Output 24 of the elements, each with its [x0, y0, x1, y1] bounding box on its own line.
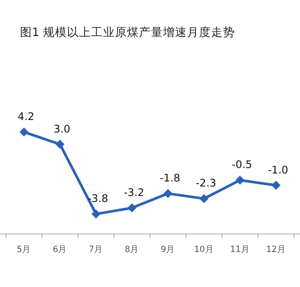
data-label: -1.8	[160, 172, 180, 184]
x-tick-label: 10月	[194, 245, 214, 255]
point	[92, 210, 100, 218]
data-label: 4.2	[18, 111, 34, 123]
x-tick-label: 6月	[52, 245, 68, 255]
chart-title: 图1 规模以上工业原煤产量增速月度走势	[20, 25, 235, 39]
point	[56, 140, 64, 149]
point	[236, 176, 244, 185]
x-tick-label: 12月	[266, 245, 286, 255]
x-tick-label: 7月	[88, 245, 104, 255]
point	[20, 128, 28, 136]
data-label: -0.5	[232, 159, 252, 172]
x-tick-label: 11月	[230, 245, 250, 255]
point	[200, 194, 208, 204]
x-tick-label: 9月	[160, 245, 176, 255]
data-label: -3.2	[124, 186, 144, 199]
point	[128, 203, 136, 212]
point	[272, 180, 280, 190]
data-label: -1.0	[268, 164, 288, 176]
data-label: -2.3	[196, 178, 216, 190]
point	[164, 189, 172, 198]
data-label: 3.0	[54, 123, 70, 136]
x-tick-label: 5月	[16, 245, 32, 255]
x-tick-label: 8月	[124, 245, 140, 255]
